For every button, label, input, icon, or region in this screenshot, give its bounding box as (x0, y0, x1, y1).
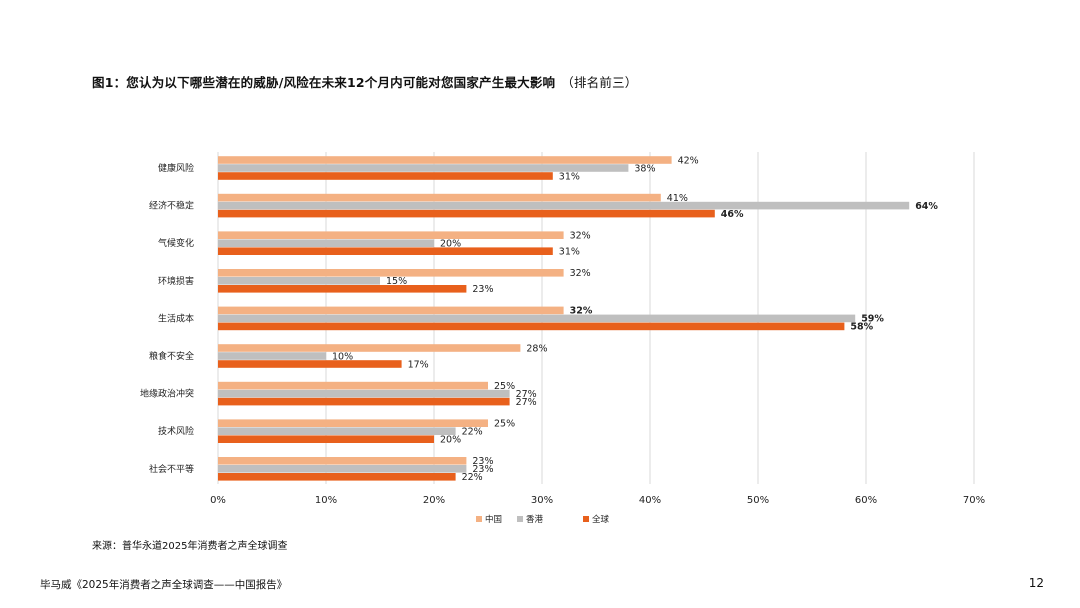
bar-global (218, 473, 456, 481)
category-label: 经济不稳定 (149, 200, 194, 212)
data-label: 32% (570, 268, 591, 279)
legend-swatch-global (583, 516, 589, 522)
data-label: 17% (408, 359, 429, 370)
data-label: 27% (516, 389, 537, 400)
category-label: 健康风险 (158, 162, 194, 174)
legend-swatch-hongkong (517, 516, 523, 522)
data-label: 10% (332, 351, 353, 362)
data-label: 32% (570, 231, 591, 242)
x-tick-label: 10% (315, 495, 337, 506)
x-tick-label: 60% (855, 495, 877, 506)
data-label: 59% (861, 314, 884, 325)
bar-global (218, 435, 434, 443)
page-number: 12 (1028, 576, 1044, 590)
bar-global (218, 285, 467, 293)
source-note: 来源：普华永道2025年消费者之声全球调查 (92, 541, 288, 552)
bar-hongkong (218, 201, 910, 210)
legend-label: 中国 (485, 514, 502, 525)
category-label: 地缘政治冲突 (140, 388, 194, 400)
bar-china (218, 193, 661, 202)
data-label: 27% (516, 397, 537, 408)
chart-title-main: 图1：您认为以下哪些潜在的威胁/风险在未来12个月内可能对您国家产生最大影响 (92, 75, 556, 90)
x-tick-label: 50% (747, 495, 769, 506)
category-label: 环境损害 (158, 275, 194, 287)
bar-hongkong (218, 427, 456, 435)
x-tick-label: 0% (210, 495, 226, 506)
x-tick-label: 40% (639, 495, 661, 506)
data-label: 25% (494, 381, 515, 392)
data-label: 58% (850, 322, 873, 333)
bar-china (218, 457, 467, 465)
data-label: 25% (494, 419, 515, 430)
data-label: 38% (634, 163, 655, 174)
data-label: 28% (526, 343, 547, 354)
category-label: 气候变化 (158, 237, 194, 249)
bar-hongkong (218, 164, 629, 172)
data-label: 31% (559, 171, 580, 182)
x-tick-label: 20% (423, 495, 445, 506)
bar-global (218, 360, 402, 368)
data-label: 20% (440, 239, 461, 250)
bar-global (218, 322, 845, 331)
data-label: 32% (570, 306, 593, 317)
category-label: 粮食不安全 (149, 350, 194, 362)
data-label: 64% (915, 201, 938, 212)
chart-title-suffix: （排名前三） (561, 75, 638, 90)
bar-global (218, 172, 553, 180)
legend-label: 全球 (592, 514, 610, 525)
data-label: 20% (440, 435, 461, 446)
bar-global (218, 397, 510, 406)
bar-china (218, 231, 564, 239)
category-label: 技术风险 (158, 425, 194, 437)
bar-hongkong (218, 277, 380, 285)
data-label: 23% (472, 456, 493, 467)
bar-chart: 0% 10% 20% 30% 40% 50% 60% 70% 健康风险 42% 38% 31% 经济不稳… (140, 152, 985, 525)
bar-hongkong (218, 314, 856, 323)
legend-swatch-china (476, 516, 482, 522)
bar-china (218, 381, 488, 390)
category-label: 社会不平等 (149, 463, 194, 475)
x-tick-label: 30% (531, 495, 553, 506)
bar-china (218, 306, 564, 315)
data-label: 22% (462, 472, 483, 483)
data-label: 23% (472, 464, 493, 475)
bar-global (218, 247, 553, 255)
bar-china (218, 156, 672, 164)
category-label: 生活成本 (158, 312, 194, 324)
data-label: 23% (472, 284, 493, 295)
legend-label: 香港 (526, 514, 544, 525)
data-label: 42% (678, 155, 699, 166)
x-tick-label: 70% (963, 495, 985, 506)
bar-china (218, 344, 521, 352)
bar-global (218, 209, 715, 218)
data-label: 46% (721, 209, 744, 220)
bar-hongkong (218, 465, 467, 473)
data-label: 41% (667, 193, 688, 204)
data-label: 15% (386, 276, 407, 287)
chart-title: 图1：您认为以下哪些潜在的威胁/风险在未来12个月内可能对您国家产生最大影响 （排… (92, 72, 637, 91)
data-label: 31% (559, 247, 580, 258)
bar-china (218, 269, 564, 277)
report-footer: 毕马威《2025年消费者之声全球调查——中国报告》 (40, 579, 288, 591)
bar-hongkong (218, 352, 326, 360)
bar-hongkong (218, 239, 434, 247)
data-label: 22% (462, 427, 483, 438)
bar-china (218, 419, 488, 427)
bar-hongkong (218, 389, 510, 398)
